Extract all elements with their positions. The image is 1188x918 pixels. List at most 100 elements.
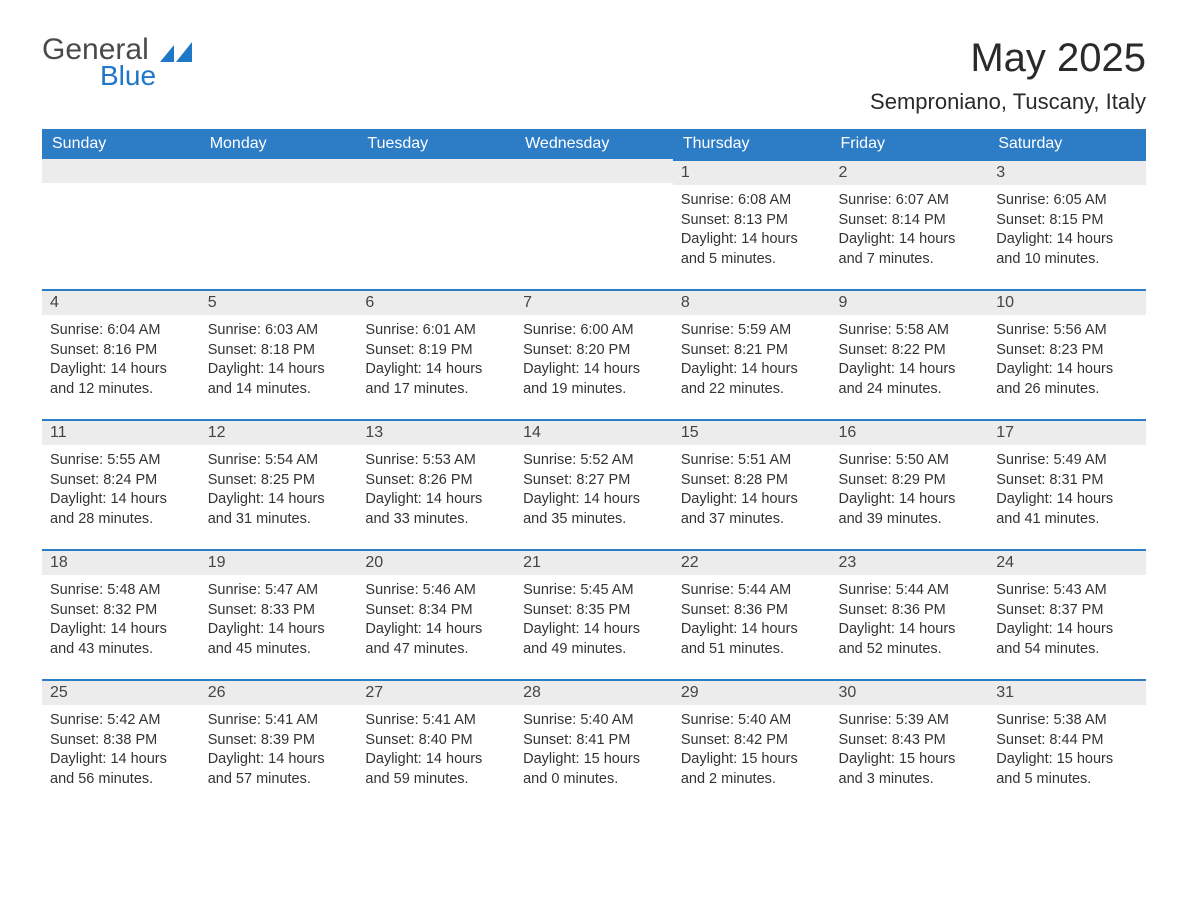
day-number: 3 [988, 159, 1146, 185]
sunrise-value: 5:40 AM [580, 712, 633, 728]
month-title: May 2025 [870, 36, 1146, 81]
daylight-line: Daylight: 14 hours and 26 minutes. [996, 360, 1138, 399]
daylight-line: Daylight: 14 hours and 51 minutes. [681, 620, 823, 659]
sunrise-value: 5:54 AM [265, 452, 318, 468]
day-number: 30 [831, 679, 989, 705]
daylight-line: Daylight: 14 hours and 28 minutes. [50, 490, 192, 529]
sunrise-value: 5:44 AM [896, 582, 949, 598]
sunset-label: Sunset: [365, 472, 418, 488]
sunrise-line: Sunrise: 6:07 AM [839, 191, 981, 211]
sunset-label: Sunset: [839, 342, 892, 358]
sunrise-label: Sunrise: [50, 452, 107, 468]
day-number: 11 [42, 419, 200, 445]
sunrise-line: Sunrise: 6:08 AM [681, 191, 823, 211]
daylight-label: Daylight: [839, 491, 899, 507]
sunset-value: 8:42 PM [734, 732, 788, 748]
daylight-line: Daylight: 14 hours and 22 minutes. [681, 360, 823, 399]
day-details: Sunrise: 5:59 AMSunset: 8:21 PMDaylight:… [673, 315, 831, 405]
day-cell: 14Sunrise: 5:52 AMSunset: 8:27 PMDayligh… [515, 419, 673, 549]
day-details: Sunrise: 5:55 AMSunset: 8:24 PMDaylight:… [42, 445, 200, 535]
daylight-line: Daylight: 14 hours and 37 minutes. [681, 490, 823, 529]
sunset-label: Sunset: [365, 602, 418, 618]
day-header: Monday [200, 129, 358, 159]
day-cell: 17Sunrise: 5:49 AMSunset: 8:31 PMDayligh… [988, 419, 1146, 549]
daylight-label: Daylight: [523, 751, 583, 767]
sunset-value: 8:18 PM [261, 342, 315, 358]
daylight-line: Daylight: 14 hours and 45 minutes. [208, 620, 350, 659]
calendar-cell: 28Sunrise: 5:40 AMSunset: 8:41 PMDayligh… [515, 679, 673, 809]
daylight-label: Daylight: [523, 361, 583, 377]
day-number: 17 [988, 419, 1146, 445]
sunset-label: Sunset: [208, 732, 261, 748]
calendar-cell: 2Sunrise: 6:07 AMSunset: 8:14 PMDaylight… [831, 159, 989, 289]
day-header: Friday [831, 129, 989, 159]
day-number: 12 [200, 419, 358, 445]
sunrise-value: 5:51 AM [738, 452, 791, 468]
day-number: 22 [673, 549, 831, 575]
calendar-week: 11Sunrise: 5:55 AMSunset: 8:24 PMDayligh… [42, 419, 1146, 549]
empty-day [357, 159, 515, 183]
sunset-line: Sunset: 8:36 PM [681, 601, 823, 621]
sunset-line: Sunset: 8:33 PM [208, 601, 350, 621]
calendar-cell: 1Sunrise: 6:08 AMSunset: 8:13 PMDaylight… [673, 159, 831, 289]
day-details: Sunrise: 5:46 AMSunset: 8:34 PMDaylight:… [357, 575, 515, 665]
calendar-cell [357, 159, 515, 289]
calendar-cell: 31Sunrise: 5:38 AMSunset: 8:44 PMDayligh… [988, 679, 1146, 809]
sunrise-line: Sunrise: 5:38 AM [996, 711, 1138, 731]
calendar-cell: 21Sunrise: 5:45 AMSunset: 8:35 PMDayligh… [515, 549, 673, 679]
sunset-value: 8:41 PM [576, 732, 630, 748]
day-header: Tuesday [357, 129, 515, 159]
day-cell: 9Sunrise: 5:58 AMSunset: 8:22 PMDaylight… [831, 289, 989, 419]
brand-text: General Blue [42, 36, 156, 89]
sunrise-label: Sunrise: [839, 712, 896, 728]
day-number: 31 [988, 679, 1146, 705]
sunrise-value: 5:56 AM [1053, 322, 1106, 338]
sunrise-line: Sunrise: 6:01 AM [365, 321, 507, 341]
sunrise-line: Sunrise: 5:41 AM [208, 711, 350, 731]
day-details: Sunrise: 5:40 AMSunset: 8:41 PMDaylight:… [515, 705, 673, 795]
sunrise-value: 5:43 AM [1053, 582, 1106, 598]
sunset-label: Sunset: [996, 732, 1049, 748]
daylight-line: Daylight: 14 hours and 39 minutes. [839, 490, 981, 529]
sunset-value: 8:32 PM [103, 602, 157, 618]
sunrise-label: Sunrise: [523, 712, 580, 728]
day-cell: 3Sunrise: 6:05 AMSunset: 8:15 PMDaylight… [988, 159, 1146, 289]
sunset-value: 8:31 PM [1049, 472, 1103, 488]
sunrise-value: 5:45 AM [580, 582, 633, 598]
empty-day [515, 159, 673, 183]
sunset-value: 8:21 PM [734, 342, 788, 358]
day-cell: 30Sunrise: 5:39 AMSunset: 8:43 PMDayligh… [831, 679, 989, 809]
daylight-line: Daylight: 14 hours and 19 minutes. [523, 360, 665, 399]
sunrise-value: 6:08 AM [738, 192, 791, 208]
day-details: Sunrise: 5:45 AMSunset: 8:35 PMDaylight:… [515, 575, 673, 665]
calendar-cell: 27Sunrise: 5:41 AMSunset: 8:40 PMDayligh… [357, 679, 515, 809]
sunrise-value: 5:52 AM [580, 452, 633, 468]
brand-word2: Blue [100, 63, 156, 90]
sunset-value: 8:40 PM [419, 732, 473, 748]
sunset-line: Sunset: 8:27 PM [523, 471, 665, 491]
sunset-line: Sunset: 8:44 PM [996, 731, 1138, 751]
sunset-line: Sunset: 8:22 PM [839, 341, 981, 361]
brand-mark-icon [160, 42, 194, 66]
sunset-value: 8:38 PM [103, 732, 157, 748]
daylight-label: Daylight: [839, 751, 899, 767]
sunset-line: Sunset: 8:39 PM [208, 731, 350, 751]
day-details: Sunrise: 5:51 AMSunset: 8:28 PMDaylight:… [673, 445, 831, 535]
day-details: Sunrise: 5:50 AMSunset: 8:29 PMDaylight:… [831, 445, 989, 535]
calendar-cell: 7Sunrise: 6:00 AMSunset: 8:20 PMDaylight… [515, 289, 673, 419]
sunrise-value: 5:55 AM [107, 452, 160, 468]
calendar-cell: 14Sunrise: 5:52 AMSunset: 8:27 PMDayligh… [515, 419, 673, 549]
day-cell: 16Sunrise: 5:50 AMSunset: 8:29 PMDayligh… [831, 419, 989, 549]
sunrise-label: Sunrise: [208, 452, 265, 468]
daylight-label: Daylight: [50, 361, 110, 377]
sunset-line: Sunset: 8:23 PM [996, 341, 1138, 361]
calendar-cell: 30Sunrise: 5:39 AMSunset: 8:43 PMDayligh… [831, 679, 989, 809]
sunrise-line: Sunrise: 5:49 AM [996, 451, 1138, 471]
daylight-line: Daylight: 15 hours and 0 minutes. [523, 750, 665, 789]
sunrise-label: Sunrise: [681, 452, 738, 468]
day-details: Sunrise: 6:05 AMSunset: 8:15 PMDaylight:… [988, 185, 1146, 275]
sunset-line: Sunset: 8:36 PM [839, 601, 981, 621]
day-cell: 31Sunrise: 5:38 AMSunset: 8:44 PMDayligh… [988, 679, 1146, 809]
day-details: Sunrise: 5:39 AMSunset: 8:43 PMDaylight:… [831, 705, 989, 795]
sunrise-line: Sunrise: 5:50 AM [839, 451, 981, 471]
